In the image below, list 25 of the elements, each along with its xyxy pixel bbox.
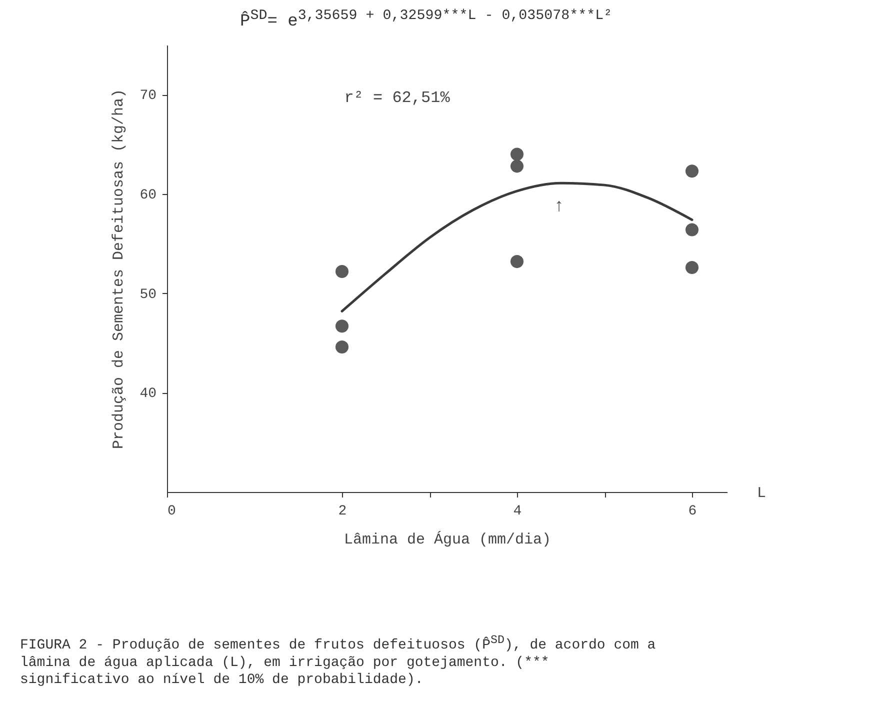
text: L (757, 485, 766, 502)
point (685, 164, 699, 178)
point (335, 320, 349, 333)
line-series (340, 182, 694, 312)
chart-title: P̂$^{SD}$= e$^{3,35659 + 0,32599***L - 0,035078***L²}$ (240, 8, 612, 32)
y-tick-label: 60 (140, 188, 156, 204)
point (335, 340, 349, 354)
x-axis-title: Lâmina de Água (mm/dia) (344, 530, 552, 548)
y-tick-label: 40 (140, 386, 156, 402)
text: FIGURA 2 - Produção de sementes de frutos defeituosos (P̂$^{SD}$), de acordo com a lâmina de água aplicada (L), em irrigação por gotejamento. (*** significativo ao nível de 10% de probabilidade). (20, 632, 657, 689)
point (510, 160, 524, 173)
y-tick-label: 50 (140, 286, 156, 303)
y-axis-title: Produção de Sementes Defeituosas (kg/ha) (110, 88, 128, 450)
x-tick-label: 0 (168, 504, 176, 520)
annotation: r² = 62,51% (344, 89, 450, 107)
point (510, 255, 524, 268)
x-tick-label: 2 (338, 504, 347, 520)
annotation: ↑ (554, 196, 564, 217)
x-tick-label: 4 (513, 504, 522, 520)
point (510, 148, 524, 161)
point (685, 223, 699, 236)
point (335, 264, 349, 278)
y-tick-label: 70 (140, 88, 156, 104)
x-tick-label: 6 (688, 504, 697, 520)
point (685, 261, 699, 274)
